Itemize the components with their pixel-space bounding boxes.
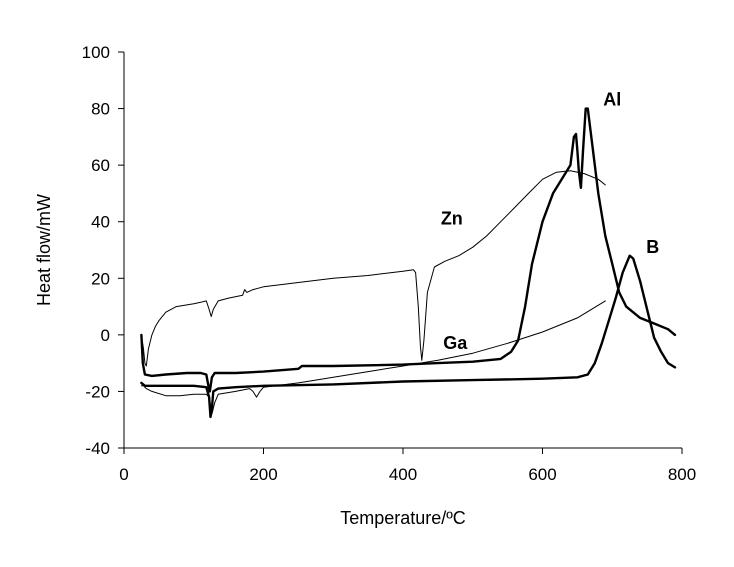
x-tick-label: 0	[119, 465, 128, 484]
x-tick-label: 600	[528, 465, 556, 484]
x-axis-ticks: 0 200 400 600 800	[119, 448, 696, 484]
x-tick-label: 200	[249, 465, 277, 484]
y-axis-title: Heat flow/mW	[34, 194, 54, 306]
y-tick-label: 60	[91, 156, 110, 175]
y-tick-label: 0	[101, 326, 110, 345]
y-tick-label: -40	[85, 439, 110, 458]
series-line-zn	[140, 170, 606, 367]
series-label-zn: Zn	[441, 209, 463, 229]
series-label-al: Al	[603, 90, 621, 110]
y-tick-label: -20	[85, 382, 110, 401]
series-label-b: B	[646, 237, 659, 257]
y-tick-label: 100	[82, 43, 110, 62]
series-line-al	[140, 107, 677, 393]
series-lines	[140, 107, 677, 419]
y-axis-ticks: -40 -20 0 20 40 60 80 100	[82, 43, 124, 458]
y-tick-label: 80	[91, 100, 110, 119]
x-tick-label: 400	[389, 465, 417, 484]
series-labels: Zn Al Ga B	[441, 90, 659, 353]
series-line-b	[140, 254, 677, 419]
series-line-ga	[140, 300, 606, 415]
series-label-ga: Ga	[443, 333, 468, 353]
x-axis-title: Temperature/ºC	[340, 508, 466, 528]
y-tick-label: 20	[91, 269, 110, 288]
y-tick-label: 40	[91, 213, 110, 232]
x-tick-label: 800	[668, 465, 696, 484]
